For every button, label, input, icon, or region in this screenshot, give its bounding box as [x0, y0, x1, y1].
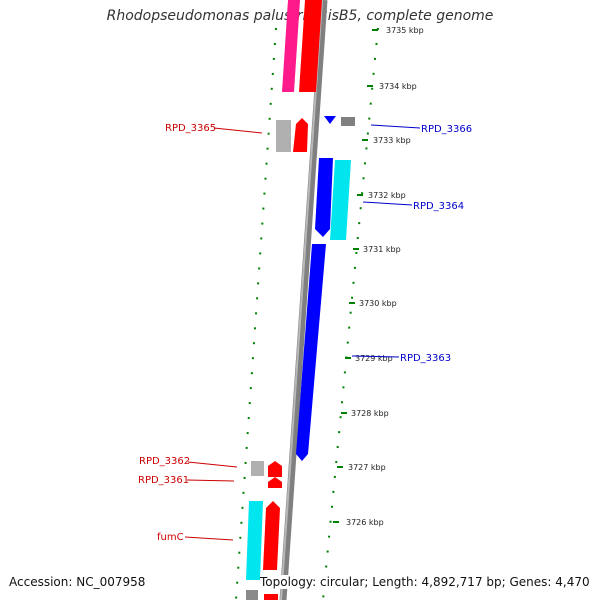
- gene-labels: RPD_3365 RPD_3366 RPD_3364 RPD_3363 RPD_…: [138, 123, 472, 543]
- gene-grey[interactable]: [246, 590, 258, 600]
- gene-label-rpd-3364[interactable]: RPD_3364: [413, 201, 464, 212]
- reverse-genes: [296, 116, 355, 461]
- callout-lines: [184, 124, 421, 541]
- gene-label-fumc[interactable]: fumC: [157, 532, 184, 543]
- gene-pink[interactable]: [282, 0, 300, 92]
- gene-grey[interactable]: [276, 120, 291, 152]
- gene-grey[interactable]: [251, 461, 264, 476]
- tick-label: 3726 kbp: [346, 518, 384, 527]
- tick-label: 3728 kbp: [351, 409, 389, 418]
- gene-label-rpd-3366[interactable]: RPD_3366: [421, 124, 472, 135]
- tick-label: 3729 kbp: [355, 354, 393, 363]
- genome-backbone: [279, 0, 328, 600]
- gene-blue-arrow[interactable]: [324, 116, 336, 124]
- gene-label-rpd-3361[interactable]: RPD_3361: [138, 475, 189, 486]
- tick-label: 3734 kbp: [379, 82, 417, 91]
- gene-label-rpd-3365[interactable]: RPD_3365: [165, 123, 216, 134]
- gene-cyan[interactable]: [246, 501, 263, 580]
- gene-cyan[interactable]: [330, 160, 351, 240]
- gene-label-rpd-3363[interactable]: RPD_3363: [400, 353, 451, 364]
- border-dots: [235, 27, 379, 600]
- gene-red-arrow[interactable]: [268, 461, 282, 477]
- gene-label-rpd-3362[interactable]: RPD_3362: [139, 456, 190, 467]
- tick-label: 3733 kbp: [373, 136, 411, 145]
- tick-marks: [333, 29, 378, 523]
- gene-red-arrow[interactable]: [268, 477, 282, 488]
- map-title: Rhodopseudomonas palustris BisB5, comple…: [106, 8, 494, 24]
- gene-blue[interactable]: [315, 158, 333, 237]
- tick-label: 3732 kbp: [368, 191, 406, 200]
- gene-red-fumc[interactable]: [263, 501, 280, 570]
- gene-blue-long[interactable]: [296, 244, 326, 461]
- gene-red[interactable]: [264, 594, 278, 600]
- gene-red-arrow[interactable]: [293, 118, 308, 152]
- accession-text: Accession: NC_007958: [9, 575, 146, 589]
- gene-grey[interactable]: [341, 117, 355, 126]
- genome-summary-text: Topology: circular; Length: 4,892,717 bp…: [260, 575, 590, 589]
- tick-labels: 3735 kbp 3734 kbp 3733 kbp 3732 kbp 3731…: [346, 26, 424, 527]
- tick-label: 3731 kbp: [363, 245, 401, 254]
- tick-label: 3730 kbp: [359, 299, 397, 308]
- tick-label: 3735 kbp: [386, 26, 424, 35]
- forward-genes: [246, 0, 322, 600]
- tick-label: 3727 kbp: [348, 463, 386, 472]
- gene-red[interactable]: [299, 0, 322, 92]
